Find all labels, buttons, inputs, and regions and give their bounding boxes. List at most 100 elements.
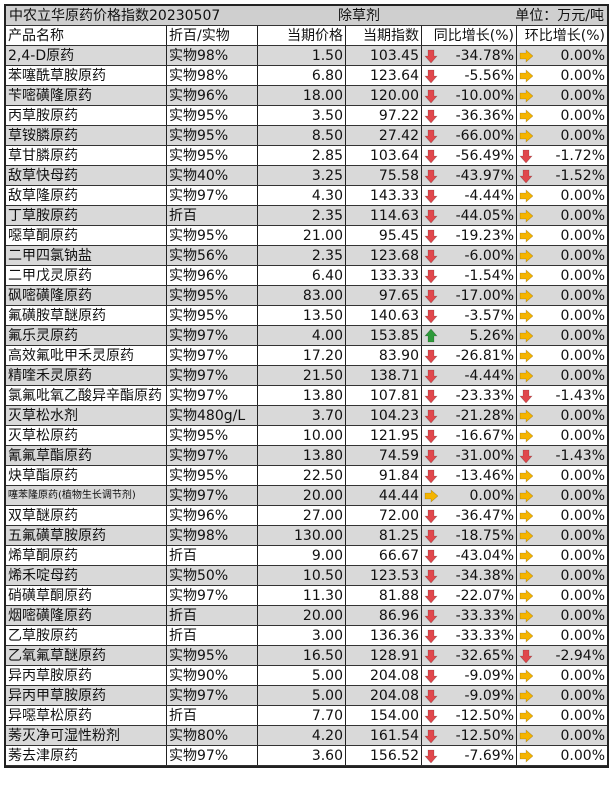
index: 143.33 [346,186,422,205]
index: 83.90 [346,346,422,365]
spec: 实物98% [167,46,258,65]
price: 13.80 [258,386,346,405]
table-row: 乙草胺原药 折百 3.00 136.36 -33.33% 0.00% [6,626,607,646]
yoy-value: -34.78% [455,48,514,64]
table-row: 氰氟草酯原药 实物97% 13.80 74.59 -31.00% -1.43% [6,446,607,466]
arrow-flat-icon [519,549,534,563]
mom-cell: 0.00% [517,66,607,85]
price: 8.50 [258,126,346,145]
spec: 实物480g/L [167,406,258,425]
price: 5.00 [258,686,346,705]
yoy-cell: 0.00% [422,486,517,505]
mom-value: 0.00% [560,108,605,124]
price: 2.85 [258,146,346,165]
product-name: 五氟磺草胺原药 [6,526,167,545]
mom-value: 0.00% [560,188,605,204]
yoy-value: 5.26% [469,328,514,344]
product-name: 精喹禾灵原药 [6,366,167,385]
product-name: 莠去津原药 [6,746,167,765]
yoy-value: -21.28% [455,408,514,424]
arrow-down-icon [424,669,438,684]
table-row: 五氟磺草胺原药 实物98% 130.00 81.25 -18.75% 0.00% [6,526,607,546]
mom-value: 0.00% [560,468,605,484]
yoy-cell: -6.00% [422,246,517,265]
mom-cell: 0.00% [517,226,607,245]
spec: 实物56% [167,246,258,265]
mom-cell: 0.00% [517,366,607,385]
arrow-flat-icon [519,689,534,703]
price: 130.00 [258,526,346,545]
index: 120.00 [346,86,422,105]
index: 156.52 [346,746,422,765]
spec: 实物97% [167,586,258,605]
arrow-flat-icon [519,429,534,443]
mom-cell: 0.00% [517,746,607,765]
yoy-value: 0.00% [469,488,514,504]
yoy-value: -32.65% [455,648,514,664]
table-row: 丁草胺原药 折百 2.35 114.63 -44.05% 0.00% [6,206,607,226]
arrow-flat-icon [519,349,534,363]
price: 2.35 [258,246,346,265]
table-row: 异丙甲草胺原药 实物97% 5.00 204.08 -9.09% 0.00% [6,686,607,706]
index: 123.53 [346,566,422,585]
mom-value: 0.00% [560,408,605,424]
arrow-flat-icon [519,749,534,763]
product-name: 二甲四氯钠盐 [6,246,167,265]
product-name: 灭草松原药 [6,426,167,445]
yoy-value: -16.67% [455,428,514,444]
mom-value: 0.00% [560,228,605,244]
yoy-cell: -4.44% [422,366,517,385]
index: 44.44 [346,486,422,505]
arrow-down-icon [424,749,438,764]
spec: 实物97% [167,686,258,705]
arrow-flat-icon [519,669,534,683]
header-spec: 折百/实物 [167,26,258,45]
index: 123.64 [346,66,422,85]
product-name: 草甘膦原药 [6,146,167,165]
yoy-cell: -5.56% [422,66,517,85]
price: 4.00 [258,326,346,345]
yoy-value: -18.75% [455,528,514,544]
mom-value: 0.00% [560,368,605,384]
mom-cell: -1.72% [517,146,607,165]
spec: 实物98% [167,526,258,545]
index: 103.64 [346,146,422,165]
yoy-value: -4.44% [464,188,514,204]
arrow-down-icon [424,449,438,464]
spec: 实物40% [167,166,258,185]
spec: 实物95% [167,146,258,165]
product-name: 高效氟吡甲禾灵原药 [6,346,167,365]
arrow-flat-icon [519,629,534,643]
arrow-down-icon [519,169,533,184]
yoy-cell: -3.57% [422,306,517,325]
index: 121.95 [346,426,422,445]
mom-value: 0.00% [560,548,605,564]
mom-value: 0.00% [560,68,605,84]
table-row: 二甲四氯钠盐 实物56% 2.35 123.68 -6.00% 0.00% [6,246,607,266]
arrow-down-icon [424,289,438,304]
price: 3.50 [258,106,346,125]
product-name: 莠灭净可湿性粉剂 [6,726,167,745]
product-name: 硝磺草酮原药 [6,586,167,605]
table-row: 硝磺草酮原药 实物97% 11.30 81.88 -22.07% 0.00% [6,586,607,606]
arrow-flat-icon [519,509,534,523]
price: 2.35 [258,206,346,225]
arrow-down-icon [519,389,533,404]
table-row: 氯氟吡氧乙酸异辛酯原药 实物97% 13.80 107.81 -23.33% -1.43% [6,386,607,406]
price: 18.00 [258,86,346,105]
arrow-flat-icon [519,589,534,603]
product-name: 乙草胺原药 [6,626,167,645]
product-name: 噻苯隆原药(植物生长调节剂) [6,486,167,505]
table-row: 敌草隆原药 实物97% 4.30 143.33 -4.44% 0.00% [6,186,607,206]
price-index-table: 中农立华原药价格指数20230507 除草剂 单位：万元/吨 产品名称 折百/实… [4,4,609,768]
arrow-flat-icon [519,289,534,303]
product-name: 二甲戊灵原药 [6,266,167,285]
title-row: 中农立华原药价格指数20230507 除草剂 单位：万元/吨 [6,6,607,26]
mom-cell: 0.00% [517,326,607,345]
table-row: 灭草松原药 实物95% 10.00 121.95 -16.67% 0.00% [6,426,607,446]
price: 22.50 [258,466,346,485]
mom-cell: 0.00% [517,526,607,545]
arrow-flat-icon [519,329,534,343]
spec: 折百 [167,546,258,565]
index: 74.59 [346,446,422,465]
